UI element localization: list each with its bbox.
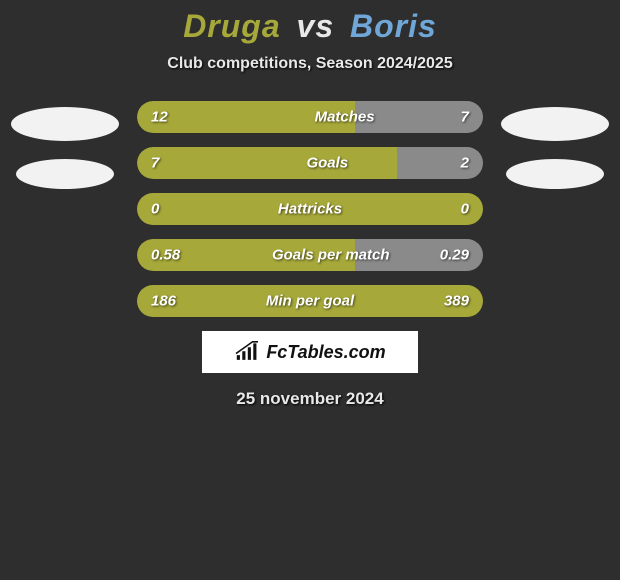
stat-value-left: 7 xyxy=(151,155,159,172)
player1-photo xyxy=(11,107,119,141)
title-vs: vs xyxy=(297,8,335,44)
source-logo-text: FcTables.com xyxy=(266,342,385,363)
stat-label: Goals per match xyxy=(272,247,390,264)
stat-label: Goals xyxy=(306,155,348,172)
title-player1: Druga xyxy=(183,8,280,44)
stat-bar-mpg: 186 Min per goal 389 xyxy=(137,285,483,317)
bar-fill-right xyxy=(397,147,484,179)
stat-value-right: 389 xyxy=(444,293,469,310)
title-player2: Boris xyxy=(350,8,437,44)
stat-label: Min per goal xyxy=(266,293,354,310)
source-logo: FcTables.com xyxy=(202,331,418,373)
player2-photo xyxy=(501,107,609,141)
stat-value-left: 0 xyxy=(151,201,159,218)
stat-bar-goals: 7 Goals 2 xyxy=(137,147,483,179)
stat-value-right: 2 xyxy=(461,155,469,172)
right-photo-col xyxy=(501,101,609,189)
title: Druga vs Boris xyxy=(0,8,620,45)
left-photo-col xyxy=(11,101,119,189)
bar-fill-left xyxy=(137,147,397,179)
stat-value-left: 12 xyxy=(151,109,168,126)
stat-value-right: 0.29 xyxy=(440,247,469,264)
main-row: 12 Matches 7 7 Goals 2 0 Hattricks 0 0.58 Goals pe… xyxy=(0,101,620,317)
stat-value-right: 7 xyxy=(461,109,469,126)
stat-bar-gpm: 0.58 Goals per match 0.29 xyxy=(137,239,483,271)
player2-club-logo xyxy=(506,159,604,189)
player1-club-logo xyxy=(16,159,114,189)
subtitle: Club competitions, Season 2024/2025 xyxy=(0,55,620,73)
stat-label: Matches xyxy=(315,109,375,126)
stat-label: Hattricks xyxy=(278,201,342,218)
stat-value-right: 0 xyxy=(461,201,469,218)
stat-bar-matches: 12 Matches 7 xyxy=(137,101,483,133)
stat-value-left: 0.58 xyxy=(151,247,180,264)
chart-icon xyxy=(234,341,260,363)
stat-value-left: 186 xyxy=(151,293,176,310)
infographic-container: Druga vs Boris Club competitions, Season… xyxy=(0,0,620,409)
stat-bars: 12 Matches 7 7 Goals 2 0 Hattricks 0 0.58 Goals pe… xyxy=(137,101,483,317)
stat-bar-hattricks: 0 Hattricks 0 xyxy=(137,193,483,225)
date: 25 november 2024 xyxy=(0,389,620,409)
